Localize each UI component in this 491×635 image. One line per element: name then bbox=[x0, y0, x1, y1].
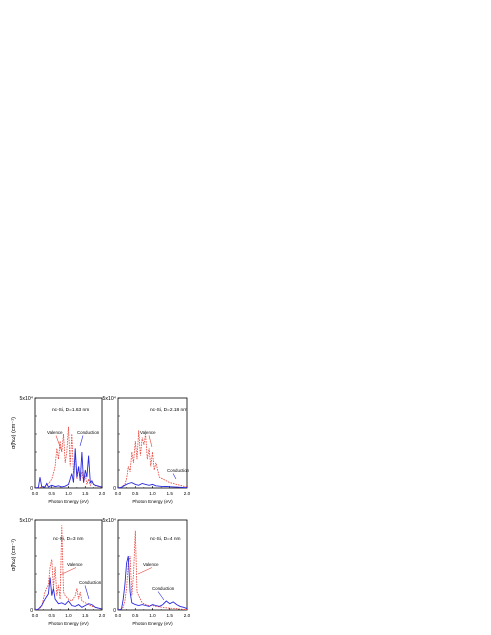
conduction-series-line bbox=[34, 577, 103, 611]
x-tick-label: 2.0 bbox=[184, 613, 191, 618]
x-tick-label: 0.0 bbox=[32, 491, 39, 496]
x-tick-label: 1.5 bbox=[82, 613, 89, 618]
chart-panel-c: 0.0 0.5 1.0 1.5 2.0 Photon Energy (eV) 5x10⁴ 0 α… bbox=[11, 518, 106, 626]
panel-annotation: nc-Si, D=1.63 nm bbox=[52, 407, 89, 413]
conduction-label: Conduction bbox=[77, 430, 100, 435]
x-tick-label: 0.0 bbox=[115, 613, 122, 618]
valence-series-line bbox=[34, 525, 103, 611]
x-tick-label: 0.0 bbox=[115, 491, 122, 496]
panel-annotation: nc-Si, D=4 nm bbox=[150, 536, 181, 542]
conduction-arrow bbox=[172, 473, 177, 480]
y-zero-label: 0 bbox=[30, 608, 33, 614]
valence-series-line bbox=[117, 430, 188, 489]
x-tick-label: 2.0 bbox=[184, 491, 191, 496]
y-max-label: 5x10⁴ bbox=[20, 518, 33, 524]
valence-label: Valence bbox=[67, 562, 83, 567]
conduction-arrow bbox=[157, 591, 165, 601]
y-zero-label: 0 bbox=[113, 608, 116, 614]
conduction-series-line bbox=[117, 555, 188, 611]
y-axis-label: α(ħω) (cm⁻¹) bbox=[11, 417, 17, 449]
conduction-arrow bbox=[84, 585, 90, 600]
panel-annotation: nc-Si, D=3 nm bbox=[53, 536, 84, 542]
x-tick-label: 1.0 bbox=[149, 491, 156, 496]
x-tick-label: 0.5 bbox=[49, 491, 56, 496]
x-tick-label: 2.0 bbox=[99, 613, 106, 618]
x-tick-label: 0.0 bbox=[32, 613, 39, 618]
conduction-series-line bbox=[117, 482, 188, 489]
y-axis-label: α(ħω) (cm⁻¹) bbox=[11, 539, 17, 571]
x-tick-label: 2.0 bbox=[99, 491, 106, 496]
y-max-label: 5x10⁴ bbox=[20, 396, 33, 402]
y-max-label: 5x10⁴ bbox=[103, 518, 116, 524]
conduction-series-line bbox=[34, 448, 103, 489]
x-tick-label: 1.5 bbox=[167, 613, 174, 618]
chart-panel-d: 0.0 0.5 1.0 1.5 2.0 Photon Energy (eV) 5x10⁴ 0 n… bbox=[103, 518, 191, 626]
x-axis-label: Photon Energy (eV) bbox=[132, 621, 173, 626]
conduction-label: Conduction bbox=[167, 468, 190, 473]
chart-panel-a: 0.0 0.5 1.0 1.5 2.0 Photon Energy (eV) 5x10⁴ 0 α… bbox=[11, 396, 106, 504]
x-tick-label: 1.0 bbox=[149, 613, 156, 618]
valence-series-line bbox=[34, 426, 103, 489]
valence-arrow bbox=[148, 435, 153, 448]
x-tick-label: 1.0 bbox=[65, 613, 72, 618]
x-axis-label: Photon Energy (eV) bbox=[132, 499, 173, 504]
valence-label: Valence bbox=[143, 562, 159, 567]
x-axis-label: Photon Energy (eV) bbox=[48, 499, 89, 504]
conduction-label: Conduction bbox=[152, 586, 175, 591]
x-tick-label: 0.5 bbox=[49, 613, 56, 618]
valence-series-line bbox=[117, 530, 188, 611]
conduction-label: Conduction bbox=[79, 580, 102, 585]
x-tick-label: 1.5 bbox=[167, 491, 174, 496]
x-tick-label: 0.5 bbox=[132, 491, 139, 496]
valence-arrow bbox=[55, 435, 63, 453]
conduction-arrow bbox=[79, 435, 84, 447]
valence-label: Valence bbox=[47, 430, 63, 435]
valence-arrow bbox=[137, 567, 153, 575]
x-tick-label: 1.0 bbox=[65, 491, 72, 496]
valence-arrow bbox=[59, 567, 77, 576]
x-tick-label: 0.5 bbox=[132, 613, 139, 618]
panel-annotation: nc-Si, D=2.18 nm bbox=[150, 407, 187, 413]
x-tick-label: 1.5 bbox=[82, 491, 89, 496]
y-zero-label: 0 bbox=[113, 486, 116, 492]
valence-label: Valence bbox=[140, 430, 156, 435]
chart-panel-b: 0.0 0.5 1.0 1.5 2.0 Photon Energy (eV) 5x10⁴ 0 n… bbox=[103, 396, 191, 504]
x-axis-label: Photon Energy (eV) bbox=[48, 621, 89, 626]
y-zero-label: 0 bbox=[30, 486, 33, 492]
y-max-label: 5x10⁴ bbox=[103, 396, 116, 402]
